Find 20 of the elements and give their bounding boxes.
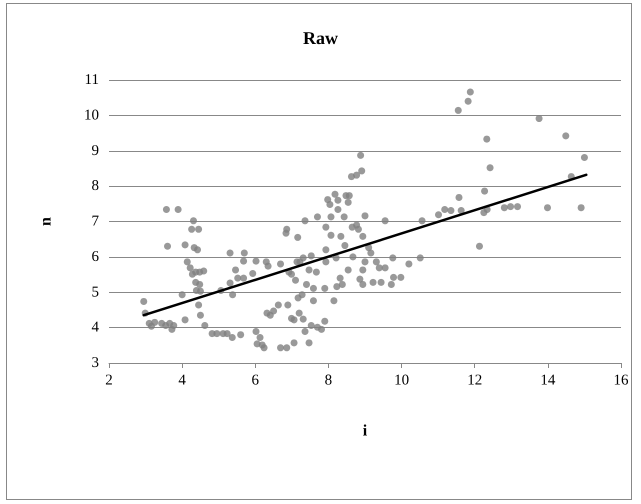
y-tick-label: 7 [92, 214, 100, 230]
x-tick-label: 2 [105, 372, 113, 388]
x-axis-title: i [362, 422, 368, 440]
y-tick-label: 11 [84, 72, 99, 88]
chart-title: Raw [303, 28, 338, 48]
x-tick-label: 8 [324, 372, 332, 388]
x-tick-label: 12 [467, 372, 482, 388]
y-tick-label: 9 [92, 142, 99, 159]
y-tick-label: 5 [92, 284, 99, 300]
y-tick-label: 10 [84, 107, 99, 124]
x-tick-label: 14 [540, 372, 556, 388]
y-tick-label: 4 [92, 320, 100, 336]
y-tick-label: 3 [92, 355, 99, 371]
y-tick-label: 6 [92, 248, 100, 265]
x-tick-label: 4 [178, 372, 186, 388]
y-axis-title: n [38, 216, 54, 226]
y-tick-label: 8 [92, 178, 99, 194]
x-tick-label: 6 [252, 372, 260, 388]
x-tick-label: 16 [614, 372, 629, 388]
x-tick-label: 10 [394, 372, 410, 388]
